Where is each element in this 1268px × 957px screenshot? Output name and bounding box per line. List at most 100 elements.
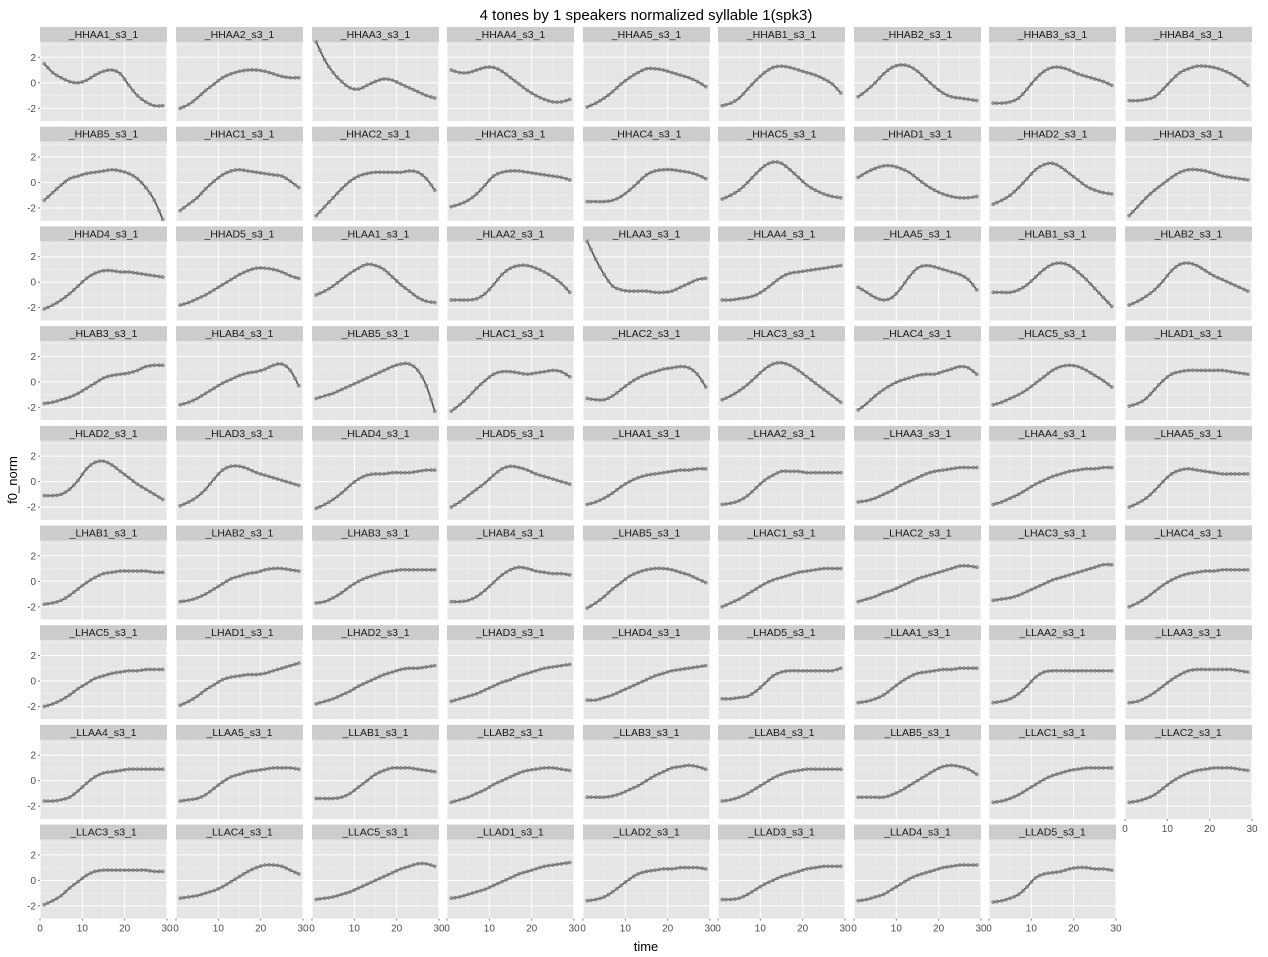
data-point (856, 408, 861, 412)
data-point (220, 581, 225, 586)
data-point (788, 573, 792, 577)
data-point (741, 695, 746, 700)
data-point (126, 270, 131, 274)
data-point (830, 566, 835, 571)
data-point (902, 63, 907, 67)
data-point (1025, 787, 1030, 792)
data-point (1042, 777, 1046, 782)
data-point (1228, 472, 1233, 476)
data-point (682, 666, 687, 671)
data-point (224, 379, 229, 384)
data-point (1097, 291, 1101, 295)
data-point (559, 861, 564, 866)
data-point (470, 297, 475, 302)
data-point (907, 580, 911, 585)
data-point (695, 865, 700, 870)
data-point (314, 213, 319, 218)
facet-panel: _HHAA1_s3_1-202 (27, 27, 168, 121)
data-point (1042, 581, 1046, 586)
data-point (220, 780, 225, 784)
data-point (487, 375, 492, 379)
facet-panel: _HHAB1_s3_1 (717, 27, 846, 121)
data-point (1042, 478, 1046, 483)
data-point (470, 390, 475, 395)
facet-strip (176, 126, 303, 142)
data-point (195, 796, 200, 801)
data-point (686, 865, 691, 870)
facet-panel: _HLAC2_s3_1 (582, 326, 711, 421)
data-point (788, 65, 792, 70)
facet-strip (989, 27, 1116, 42)
data-point (246, 371, 250, 375)
data-point (941, 764, 945, 769)
data-point (63, 396, 68, 401)
facet-strip-label: _LLAD3_s3_1 (747, 827, 815, 839)
data-point (741, 296, 746, 301)
data-point (1054, 576, 1059, 581)
data-point (589, 103, 593, 108)
data-point (700, 766, 704, 770)
data-point (610, 284, 615, 288)
data-point (974, 287, 979, 292)
data-point (1004, 290, 1008, 295)
data-point (160, 217, 165, 222)
data-point (559, 663, 564, 668)
data-point (762, 882, 767, 887)
data-point (411, 470, 416, 474)
data-point (126, 371, 131, 375)
data-point (779, 275, 784, 279)
data-point (754, 78, 758, 83)
data-point (343, 274, 348, 279)
x-tick-label: 20 (1204, 824, 1216, 835)
data-point (758, 884, 763, 889)
data-point (288, 75, 293, 80)
data-point (76, 587, 81, 591)
data-point (152, 273, 157, 278)
data-point (1076, 570, 1080, 575)
data-point (619, 883, 623, 888)
data-point (700, 664, 704, 669)
facet-strip (718, 425, 845, 441)
facet-strip (312, 425, 439, 441)
data-point (1033, 782, 1038, 787)
data-point (1178, 170, 1182, 175)
data-point (821, 266, 826, 271)
data-point (995, 899, 999, 904)
data-point (220, 75, 225, 80)
data-point (241, 372, 246, 376)
data-point (945, 467, 950, 472)
facet-strip (854, 226, 981, 242)
data-point (1059, 364, 1063, 369)
facet-panel: _LHAB2_s3_1 (175, 525, 304, 620)
data-point (318, 48, 322, 53)
data-point (864, 699, 869, 704)
data-point (220, 282, 225, 287)
facet-panel: _LHAA5_s3_1 (1124, 425, 1253, 520)
data-point (640, 68, 645, 73)
data-point (296, 276, 301, 281)
data-point (779, 874, 784, 879)
data-point (636, 872, 640, 876)
y-tick-label: -2 (27, 503, 36, 514)
data-point (80, 472, 85, 477)
x-tick-label: 30 (297, 924, 309, 935)
data-point (474, 791, 479, 796)
facet-strip-label: _LLAA5_s3_1 (206, 727, 273, 739)
data-point (59, 598, 64, 603)
data-point (619, 387, 623, 392)
data-point (1186, 66, 1191, 71)
data-point (821, 192, 826, 196)
data-point (614, 286, 619, 291)
data-point (678, 667, 683, 672)
data-point (1092, 867, 1097, 871)
data-point (809, 568, 814, 573)
data-point (322, 796, 327, 801)
data-point (902, 582, 907, 587)
data-point (881, 164, 886, 168)
x-tick-label: 20 (119, 924, 131, 935)
data-point (122, 569, 127, 573)
data-point (885, 589, 890, 594)
data-point (966, 767, 971, 772)
data-point (382, 768, 386, 773)
data-point (483, 887, 487, 892)
